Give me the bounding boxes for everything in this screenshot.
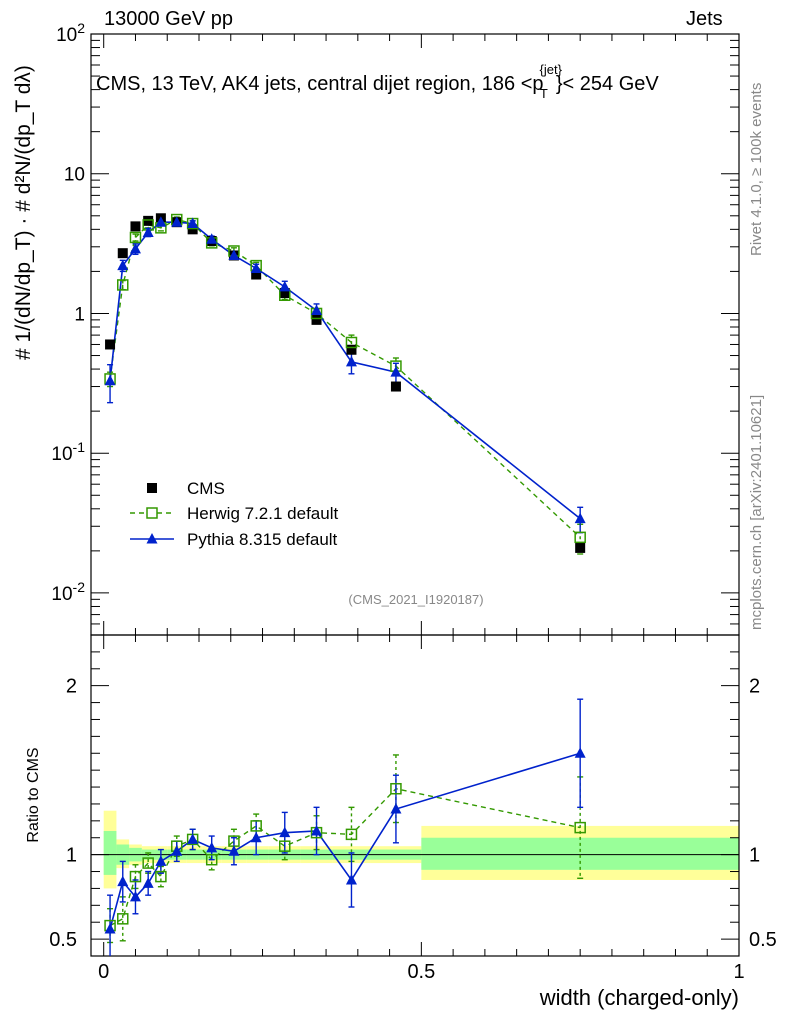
pythia-point xyxy=(574,512,586,524)
herwig-point xyxy=(574,531,586,544)
chart-title: CMS, 13 TeV, AK4 jets, central dijet reg… xyxy=(96,62,659,101)
herwig-ratio-point xyxy=(279,840,291,852)
analysis-id: (CMS_2021_I1920187) xyxy=(348,592,483,607)
legend-entry-label: Herwig 7.2.1 default xyxy=(187,504,338,523)
pythia-ratio-point xyxy=(228,845,240,856)
y-tick-label-main: 10-1 xyxy=(51,439,85,465)
cms-point xyxy=(575,542,586,553)
pythia-ratio-point xyxy=(104,922,116,934)
legend-pythia-marker xyxy=(146,533,158,544)
pythia-ratio-point xyxy=(311,824,323,836)
legend-entry-label: Pythia 8.315 default xyxy=(187,530,338,549)
pythia-ratio-point xyxy=(250,831,262,843)
herwig-ratio-point xyxy=(205,853,218,866)
x-tick-label: 0.5 xyxy=(407,961,435,983)
legend: CMS Herwig 7.2.1 default Pythia 8.315 defa… xyxy=(130,479,338,549)
pythia-point xyxy=(206,233,218,244)
pythia-point xyxy=(104,374,116,386)
pythia-line xyxy=(109,221,581,520)
herwig-line xyxy=(109,218,581,538)
pythia-point xyxy=(228,249,240,260)
y-axis-label-text: # 1/(dN/dp_T) · # d²N/(dp_T dλ) xyxy=(12,65,35,360)
pythia-ratio-point xyxy=(390,803,402,814)
pythia-ratio-point xyxy=(187,833,199,844)
ratio-y-axis-label: Ratio to CMS xyxy=(25,747,42,842)
pythia-ratio-point xyxy=(129,890,141,902)
herwig-point xyxy=(117,279,129,291)
ratio-frame xyxy=(90,634,740,957)
ratio-y-tick-label-right: 0.5 xyxy=(749,929,777,951)
y-axis-label-main: # 1/(dN/dp_T) · # d²N/(dp_T dλ) xyxy=(12,65,35,360)
pythia-point xyxy=(390,366,402,377)
herwig-point xyxy=(129,231,142,244)
x-tick-label: 0 xyxy=(98,961,109,983)
herwig-ratio-point xyxy=(390,782,402,795)
herwig-ratio-point xyxy=(345,828,358,841)
y-tick-label-main: 102 xyxy=(56,20,85,46)
pythia-ratio-point xyxy=(117,875,129,887)
cms-point xyxy=(187,224,198,235)
herwig-ratio-point xyxy=(155,870,167,883)
cms-point xyxy=(251,269,262,280)
ratio-y-tick-label-right: 1 xyxy=(749,845,760,867)
pythia-ratio-point xyxy=(345,873,357,885)
pythia-ratio-point xyxy=(279,826,291,838)
herwig-ratio-point xyxy=(129,870,142,883)
ratio-y-tick-label-left: 1 xyxy=(66,845,77,867)
pythia-point xyxy=(117,259,129,271)
header-left: 13000 GeV pp xyxy=(104,8,233,30)
ratio-y-tick-label-left: 0.5 xyxy=(49,929,77,951)
ratio-series xyxy=(104,698,586,956)
main-series xyxy=(104,213,586,555)
pythia-ratio-point xyxy=(155,855,167,866)
ratio-y-tick-label-right: 2 xyxy=(749,676,760,698)
y-tick-label-main: 10 xyxy=(64,165,85,186)
pythia-point xyxy=(279,280,291,292)
herwig-point xyxy=(345,336,358,349)
green-band xyxy=(103,830,117,875)
herwig-ratio-point xyxy=(574,821,586,834)
pythia-point xyxy=(171,216,183,227)
cms-point xyxy=(130,221,141,232)
pythia-point xyxy=(142,226,154,237)
cms-point xyxy=(105,339,116,350)
header-right: Jets xyxy=(686,8,723,30)
cms-point xyxy=(117,248,128,259)
cms-point xyxy=(143,215,154,226)
pythia-ratio-point xyxy=(142,877,154,888)
cms-point xyxy=(346,344,357,355)
herwig-ratio-point xyxy=(250,820,262,832)
x-tick-label: 1 xyxy=(733,961,744,983)
cms-point xyxy=(279,288,290,299)
x-axis-label: width (charged-only) xyxy=(539,985,739,1010)
herwig-ratio-point xyxy=(142,857,154,869)
pythia-point xyxy=(155,216,167,227)
cms-point xyxy=(390,381,401,392)
ratio-bands xyxy=(103,810,739,889)
ratio-y-tick-label-left: 2 xyxy=(66,676,77,698)
y-tick-label-main: 1 xyxy=(74,304,85,325)
pythia-point xyxy=(250,262,262,273)
cms-point xyxy=(311,314,322,325)
pythia-point xyxy=(129,242,141,254)
legend-herwig-marker xyxy=(146,507,158,519)
pythia-point xyxy=(187,217,199,229)
pythia-point xyxy=(311,304,323,316)
pythia-ratio-point xyxy=(574,747,586,758)
legend-entry-label: CMS xyxy=(187,479,225,498)
pythia-ratio-point xyxy=(206,841,218,853)
green-band xyxy=(421,837,739,870)
pythia-ratio-point xyxy=(171,845,183,856)
y-tick-label-main: 10-2 xyxy=(51,579,85,605)
legend-cms-marker xyxy=(147,483,157,493)
herwig-ratio-point xyxy=(117,913,129,925)
pythia-point xyxy=(345,355,357,367)
